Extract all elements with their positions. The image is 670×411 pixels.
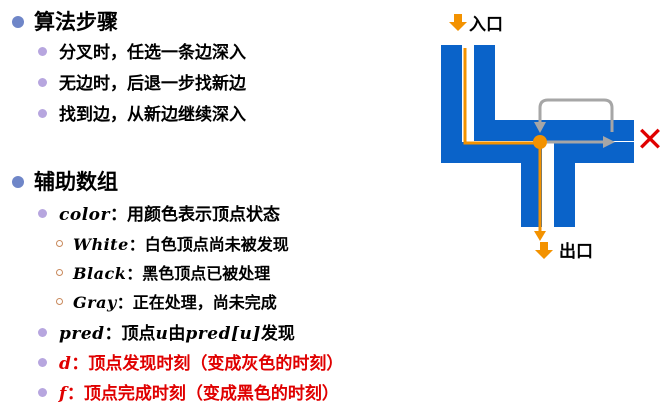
- path-arrowhead-icon: [534, 231, 546, 241]
- branch-node: [533, 135, 547, 149]
- state-item-white: White：白色顶点尚未被发现: [56, 231, 289, 255]
- maze-wall: [474, 120, 634, 141]
- exit-marker: 出口: [535, 241, 593, 262]
- bullet-icon: [38, 78, 47, 87]
- down-arrow-icon: [449, 14, 467, 31]
- list-item: 分叉时，任选一条边深入: [38, 38, 246, 63]
- bullet-icon: [38, 358, 47, 367]
- bullet-icon: [38, 109, 47, 118]
- exit-label: 出口: [559, 241, 593, 262]
- bullet-icon: [38, 388, 47, 397]
- state-item-black: Black：黑色顶点已被处理: [56, 260, 270, 284]
- section-title-aux-arrays: 辅助数组: [12, 166, 118, 196]
- entrance-label: 入口: [469, 15, 503, 35]
- d-array-item: d：顶点发现时刻（变成灰色的时刻）: [38, 349, 343, 374]
- down-arrow-icon: [535, 242, 553, 259]
- hollow-bullet-icon: [56, 298, 63, 305]
- state-item-gray: Gray：正在处理，尚未完成: [56, 289, 277, 313]
- entrance-marker: 入口: [449, 14, 503, 35]
- maze-walls: [441, 45, 634, 227]
- gray-arrowhead-icon: [603, 136, 615, 148]
- bullet-icon: [38, 47, 47, 56]
- maze-wall: [441, 45, 462, 163]
- section-title-algorithm-steps: 算法步骤: [12, 6, 118, 36]
- gray-loop-line: [538, 98, 614, 132]
- f-array-item: f：顶点完成时刻（变成黑色的时刻）: [38, 379, 339, 404]
- color-array-item: color：用颜色表示顶点状态: [38, 200, 280, 225]
- dead-end-cross-icon: ✕: [636, 120, 665, 160]
- pred-array-item: pred：顶点u由pred[u]发现: [38, 319, 295, 344]
- hollow-bullet-icon: [56, 240, 63, 247]
- hollow-bullet-icon: [56, 269, 63, 276]
- maze-wall: [474, 45, 495, 120]
- backtrack-arrows: [534, 98, 615, 148]
- orange-path-line: [463, 48, 542, 233]
- maze-wall: [521, 142, 542, 227]
- list-item: 找到边，从新边继续深入: [38, 100, 246, 125]
- svg-text:✕: ✕: [636, 120, 665, 160]
- bullet-icon: [12, 176, 24, 188]
- maze-wall: [441, 142, 522, 163]
- bullet-icon: [12, 16, 24, 28]
- bullet-icon: [38, 328, 47, 337]
- list-item: 无边时，后退一步找新边: [38, 69, 246, 94]
- dfs-path: [463, 48, 547, 241]
- maze-wall: [554, 142, 575, 227]
- bullet-icon: [38, 209, 47, 218]
- gray-arrowhead-icon: [534, 122, 546, 133]
